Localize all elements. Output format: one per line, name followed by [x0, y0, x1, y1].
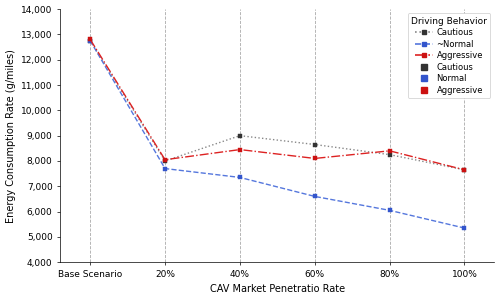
Legend: Cautious, ~Normal, Aggressive, Cautious, Normal, Aggressive: Cautious, ~Normal, Aggressive, Cautious,…	[408, 13, 490, 98]
X-axis label: CAV Market Penetratio Rate: CAV Market Penetratio Rate	[210, 284, 345, 294]
Y-axis label: Energy Consumption Rate (g/miles): Energy Consumption Rate (g/miles)	[6, 49, 16, 223]
